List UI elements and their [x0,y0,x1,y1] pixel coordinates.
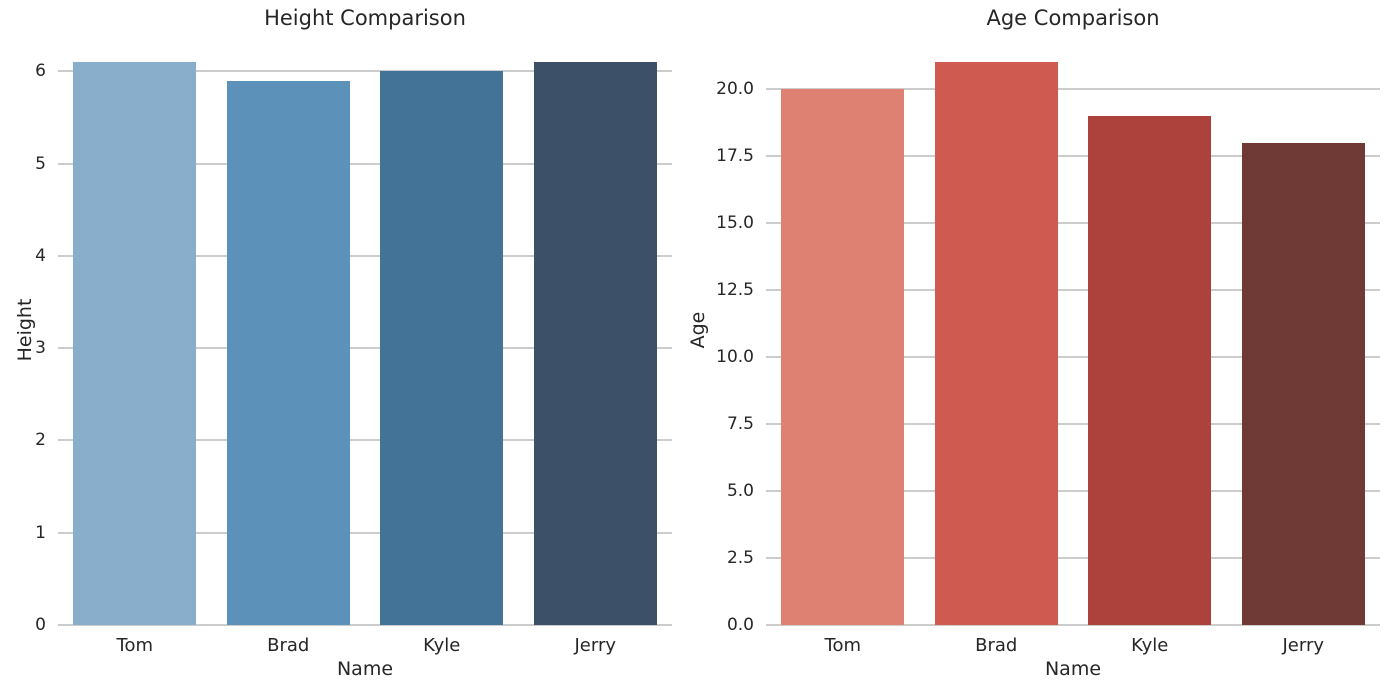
age-x-axis-label: Name [1044,658,1102,680]
y-tick-label: 12.5 [716,279,754,300]
x-tick-label: Tom [116,635,153,656]
gridline [58,624,672,626]
bar-tom [781,88,905,625]
gridline [58,347,672,350]
y-tick-label: 2 [35,430,46,451]
x-tick-label: Jerry [574,635,617,656]
gridline [766,87,1380,90]
y-tick-label: 1 [35,522,46,543]
gridline [766,288,1380,291]
y-tick-label: 3 [35,338,46,359]
x-tick-label: Jerry [1282,635,1325,656]
height-x-axis-label: Name [336,658,394,680]
gridline [766,355,1380,358]
x-tick-label: Tom [824,635,861,656]
y-tick-label: 6 [35,61,46,82]
age-y-axis-label: Age [687,311,709,349]
bar-kyle [380,71,504,625]
y-tick-label: 20.0 [716,78,754,99]
y-tick-label: 5.0 [726,480,754,501]
bar-jerry [533,62,657,625]
gridline [58,439,672,442]
bar-jerry [1241,142,1365,625]
x-tick-label: Kyle [423,635,461,656]
bar-kyle [1088,115,1212,625]
x-tick-label: Kyle [1131,635,1169,656]
y-tick-label: 5 [35,153,46,174]
y-tick-label: 0 [35,615,46,635]
y-tick-label: 17.5 [716,145,754,166]
bar-brad [934,62,1058,625]
gridline [766,422,1380,425]
age-chart-title: Age Comparison [986,6,1160,30]
gridline [766,624,1380,626]
y-tick-label: 0.0 [726,615,754,635]
y-tick-label: 10.0 [716,346,754,367]
gridline [58,254,672,257]
gridline [766,556,1380,559]
gridline [766,221,1380,224]
y-tick-label: 7.5 [726,413,754,434]
y-tick-label: 2.5 [726,547,754,568]
height-chart-title: Height Comparison [264,6,466,30]
gridline [58,70,672,73]
y-tick-label: 4 [35,245,46,266]
x-tick-label: Brad [975,635,1018,656]
gridline [58,162,672,165]
bar-brad [226,80,350,625]
gridline [766,154,1380,157]
bar-tom [73,62,197,625]
x-tick-label: Brad [267,635,310,656]
gridline [766,489,1380,492]
y-tick-label: 15.0 [716,212,754,233]
gridline [58,531,672,534]
